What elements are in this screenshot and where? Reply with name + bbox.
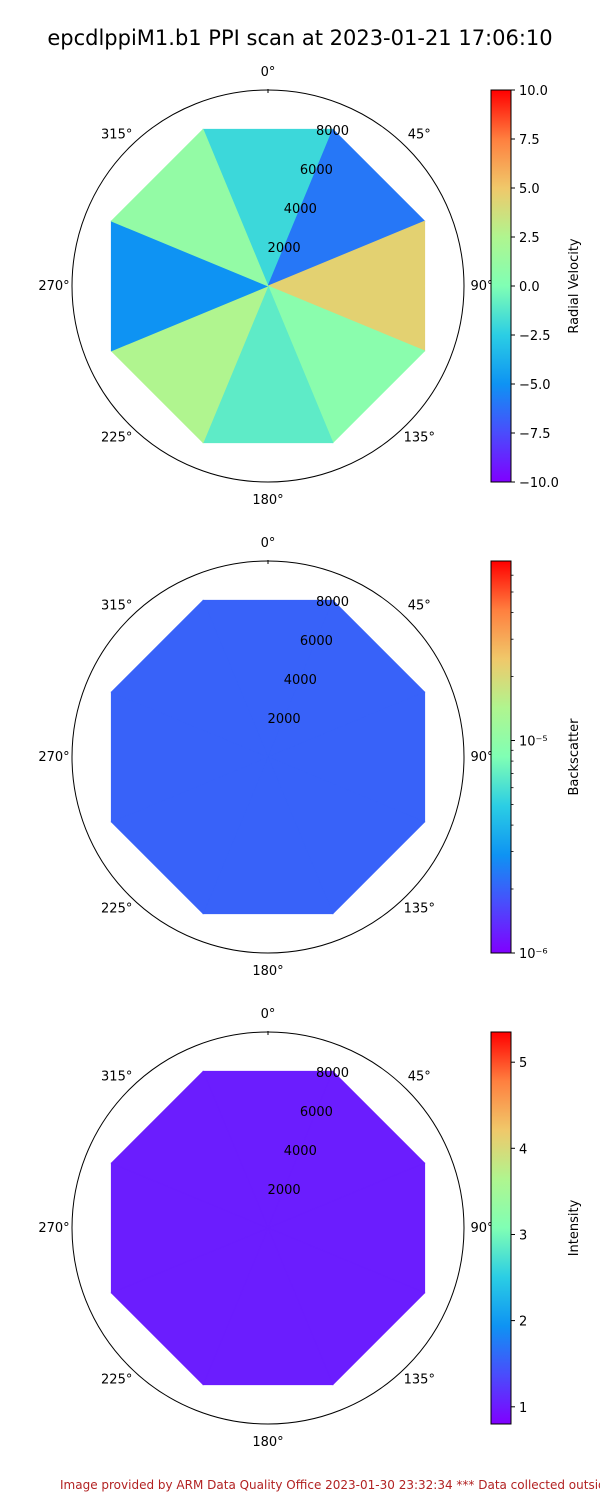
angle-tick-label: 90° xyxy=(470,279,493,294)
ppi-panel-2: 0° 45° 90° 135° 180° 225° 270° 315° 2000 4000 6000… xyxy=(38,536,582,979)
colorbar-tick-label: 10⁻⁶ xyxy=(519,947,548,962)
radial-tick-label: 2000 xyxy=(268,241,301,256)
colorbar-tick-label: −7.5 xyxy=(519,427,551,442)
colorbar-tick-label: 0.0 xyxy=(519,280,540,295)
angle-tick-label: 225° xyxy=(101,1372,132,1387)
colorbar xyxy=(490,1031,512,1425)
radial-tick-label: 8000 xyxy=(316,1066,349,1081)
colorbar-label: Radial Velocity xyxy=(567,238,582,334)
sector-mark xyxy=(110,599,269,758)
colorbar-tick-label: −10.0 xyxy=(519,476,559,491)
radial-tick-label: 4000 xyxy=(284,1144,317,1159)
angle-tick-label: 315° xyxy=(101,128,132,143)
colorbar-tick-label: 2 xyxy=(519,1315,527,1330)
colorbar-tick-label: 4 xyxy=(519,1142,527,1157)
radial-tick-label: 4000 xyxy=(284,202,317,217)
colorbar-tick-label: −2.5 xyxy=(519,329,551,344)
angle-tick-label: 270° xyxy=(38,1221,69,1236)
page-title: epcdlppiM1.b1 PPI scan at 2023-01-21 17:… xyxy=(47,26,553,50)
colorbar-tick-label: 1 xyxy=(519,1401,527,1416)
angle-tick-label: 180° xyxy=(252,964,283,979)
colorbar xyxy=(490,89,512,483)
ppi-panel-3: 0° 45° 90° 135° 180° 225° 270° 315° 2000 4000 6000… xyxy=(38,1007,582,1450)
radial-tick-label: 8000 xyxy=(316,124,349,139)
colorbar-tick-label: −5.0 xyxy=(519,378,551,393)
radial-tick-label: 6000 xyxy=(300,1105,333,1120)
radial-tick-label: 8000 xyxy=(316,595,349,610)
colorbar-tick-label: 10⁻⁵ xyxy=(519,735,548,750)
angle-tick-label: 0° xyxy=(261,65,276,80)
angle-tick-label: 45° xyxy=(408,128,431,143)
angle-tick-label: 180° xyxy=(252,1435,283,1450)
colorbar-tick-label: 2.5 xyxy=(519,231,540,246)
angle-tick-label: 0° xyxy=(261,536,276,551)
footer-credit: Image provided by ARM Data Quality Offic… xyxy=(60,1478,600,1492)
colorbar-tick-label: 3 xyxy=(519,1229,527,1244)
radial-tick-label: 2000 xyxy=(268,712,301,727)
angle-tick-label: 45° xyxy=(408,599,431,614)
colorbar xyxy=(490,560,512,954)
colorbar-tick-label: 5.0 xyxy=(519,182,540,197)
colorbar-tick-label: 7.5 xyxy=(519,133,540,148)
colorbar-label: Backscatter xyxy=(567,718,582,796)
angle-tick-label: 135° xyxy=(404,430,435,445)
angle-tick-label: 0° xyxy=(261,1007,276,1022)
sector-mark xyxy=(110,128,269,287)
ppi-panel-1: 0° 45° 90° 135° 180° 225° 270° 315° 2000 4000 6000… xyxy=(38,65,582,508)
angle-tick-label: 270° xyxy=(38,750,69,765)
radial-tick-label: 6000 xyxy=(300,163,333,178)
angle-tick-label: 90° xyxy=(470,1221,493,1236)
angle-tick-label: 135° xyxy=(404,1372,435,1387)
radial-tick-label: 4000 xyxy=(284,673,317,688)
angle-tick-label: 270° xyxy=(38,279,69,294)
angle-tick-label: 225° xyxy=(101,901,132,916)
colorbar-label: Intensity xyxy=(567,1199,582,1256)
angle-tick-label: 315° xyxy=(101,1070,132,1085)
angle-tick-label: 180° xyxy=(252,493,283,508)
angle-tick-label: 315° xyxy=(101,599,132,614)
colorbar-tick-label: 5 xyxy=(519,1056,527,1071)
colorbar-tick-label: 10.0 xyxy=(519,84,548,99)
angle-tick-label: 225° xyxy=(101,430,132,445)
angle-tick-label: 45° xyxy=(408,1070,431,1085)
angle-tick-label: 135° xyxy=(404,901,435,916)
angle-tick-label: 90° xyxy=(470,750,493,765)
sector-mark xyxy=(110,1070,269,1229)
radial-tick-label: 6000 xyxy=(300,634,333,649)
radial-tick-label: 2000 xyxy=(268,1183,301,1198)
